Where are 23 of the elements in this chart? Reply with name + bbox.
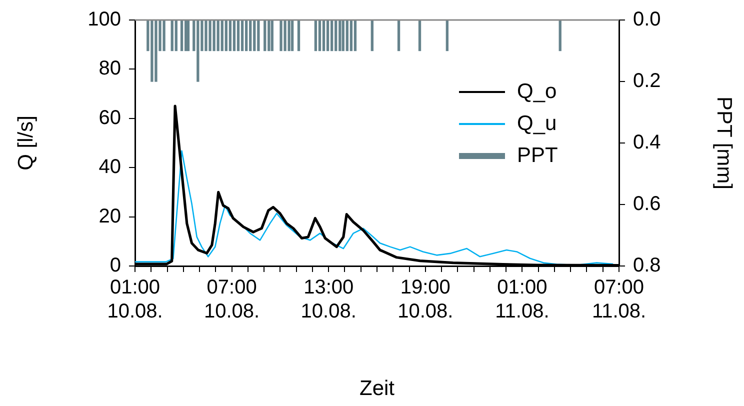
y-tick-label: 40 (98, 156, 121, 178)
y2-tick-label: 0.2 (633, 70, 661, 92)
legend-label: Q_u (517, 112, 557, 136)
x-tick-label: 07:00 10.08. (204, 276, 260, 323)
y2-axis-title: PPT [mm] (712, 96, 736, 190)
legend-label: Q_o (517, 80, 557, 104)
y-tick-label: 20 (98, 205, 121, 228)
x-tick-label: 01:00 11.08. (495, 276, 550, 323)
y2-tick-label: 0.0 (633, 8, 661, 31)
y-tick-label: 0 (110, 254, 121, 277)
x-tick-label: 19:00 10.08. (398, 276, 454, 323)
legend-label: PPT (517, 144, 558, 168)
x-tick-label: 13:00 10.08. (300, 276, 356, 323)
y-tick-label: 80 (98, 58, 121, 80)
y-tick-label: 60 (98, 106, 121, 129)
x-tick-label: 07:00 11.08. (592, 276, 646, 323)
y2-tick-label: 0.8 (633, 254, 661, 277)
y-tick-label: 100 (88, 8, 121, 31)
y2-tick-label: 0.6 (633, 193, 661, 216)
y-axis-title: Q [l/s] (14, 116, 38, 170)
y2-tick-label: 0.4 (633, 132, 661, 154)
x-axis-title: Zeit (359, 377, 395, 400)
x-tick-label: 01:00 10.08. (107, 276, 163, 323)
